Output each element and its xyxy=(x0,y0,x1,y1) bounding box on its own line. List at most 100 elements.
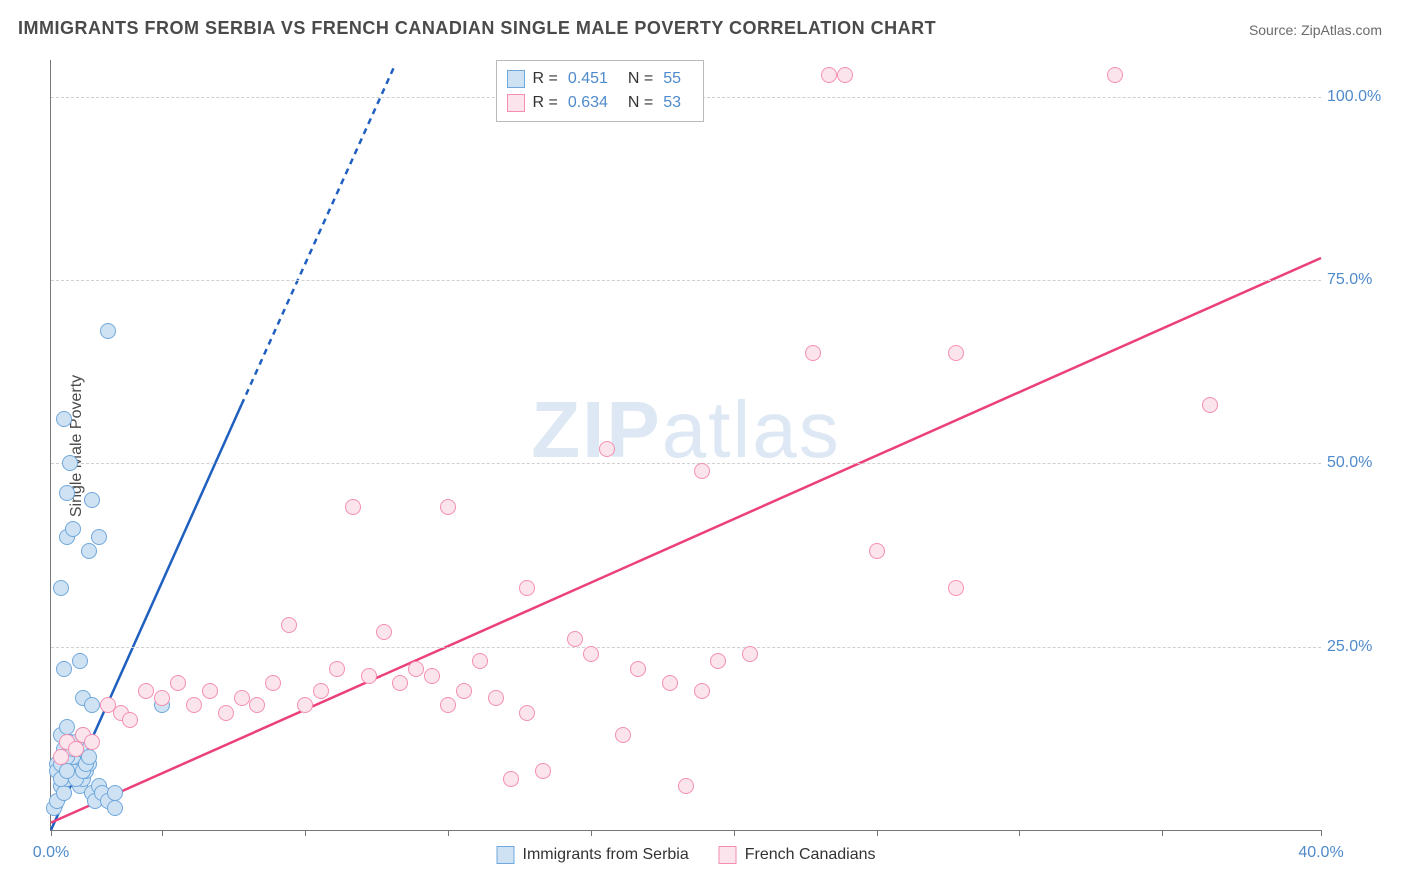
legend-swatch xyxy=(507,94,525,112)
data-point xyxy=(805,345,821,361)
data-point xyxy=(583,646,599,662)
data-point xyxy=(472,653,488,669)
gridline-h xyxy=(51,647,1321,648)
data-point xyxy=(53,749,69,765)
data-point xyxy=(519,705,535,721)
legend-swatch xyxy=(719,846,737,864)
data-point xyxy=(1107,67,1123,83)
data-point xyxy=(138,683,154,699)
data-point xyxy=(662,675,678,691)
data-point xyxy=(345,499,361,515)
data-point xyxy=(122,712,138,728)
data-point xyxy=(249,697,265,713)
data-point xyxy=(84,697,100,713)
data-point xyxy=(281,617,297,633)
x-tick xyxy=(305,830,306,836)
legend-r-label: R = xyxy=(533,94,558,112)
data-point xyxy=(186,697,202,713)
y-tick-label: 50.0% xyxy=(1327,454,1399,472)
data-point xyxy=(65,521,81,537)
data-point xyxy=(456,683,472,699)
y-tick-label: 75.0% xyxy=(1327,271,1399,289)
data-point xyxy=(59,485,75,501)
data-point xyxy=(408,661,424,677)
data-point xyxy=(218,705,234,721)
scatter-plot: ZIPatlas 25.0%50.0%75.0%100.0%0.0%40.0%R… xyxy=(50,60,1321,831)
data-point xyxy=(440,499,456,515)
data-point xyxy=(440,697,456,713)
legend-stats: R =0.451N =55R =0.634N =53 xyxy=(496,60,705,122)
data-point xyxy=(100,323,116,339)
legend-n-label: N = xyxy=(628,94,653,112)
x-tick xyxy=(877,830,878,836)
data-point xyxy=(234,690,250,706)
data-point xyxy=(615,727,631,743)
legend-r-label: R = xyxy=(533,70,558,88)
data-point xyxy=(107,785,123,801)
data-point xyxy=(265,675,281,691)
data-point xyxy=(313,683,329,699)
y-tick-label: 100.0% xyxy=(1327,88,1399,106)
legend-r-value: 0.634 xyxy=(568,94,608,112)
data-point xyxy=(392,675,408,691)
x-tick xyxy=(1321,830,1322,836)
chart-title: IMMIGRANTS FROM SERBIA VS FRENCH CANADIA… xyxy=(18,18,936,39)
data-point xyxy=(361,668,377,684)
data-point xyxy=(202,683,218,699)
data-point xyxy=(869,543,885,559)
data-point xyxy=(72,653,88,669)
data-point xyxy=(694,463,710,479)
data-point xyxy=(488,690,504,706)
data-point xyxy=(170,675,186,691)
x-tick xyxy=(1162,830,1163,836)
data-point xyxy=(84,492,100,508)
data-point xyxy=(154,690,170,706)
data-point xyxy=(297,697,313,713)
data-point xyxy=(329,661,345,677)
x-tick xyxy=(162,830,163,836)
data-point xyxy=(59,719,75,735)
data-point xyxy=(821,67,837,83)
legend-series-item: French Canadians xyxy=(719,846,876,864)
data-point xyxy=(56,411,72,427)
x-tick-label: 40.0% xyxy=(1298,844,1343,862)
x-tick xyxy=(591,830,592,836)
data-point xyxy=(599,441,615,457)
legend-series-label: French Canadians xyxy=(745,846,876,864)
x-tick xyxy=(1019,830,1020,836)
data-point xyxy=(91,529,107,545)
data-point xyxy=(56,785,72,801)
data-point xyxy=(53,580,69,596)
data-point xyxy=(742,646,758,662)
x-tick-label: 0.0% xyxy=(33,844,69,862)
data-point xyxy=(694,683,710,699)
data-point xyxy=(107,800,123,816)
data-point xyxy=(837,67,853,83)
x-tick xyxy=(448,830,449,836)
legend-n-value: 55 xyxy=(663,70,681,88)
data-point xyxy=(59,763,75,779)
legend-r-value: 0.451 xyxy=(568,70,608,88)
y-tick-label: 25.0% xyxy=(1327,638,1399,656)
data-point xyxy=(948,580,964,596)
data-point xyxy=(678,778,694,794)
data-point xyxy=(948,345,964,361)
data-point xyxy=(503,771,519,787)
data-point xyxy=(376,624,392,640)
legend-stat-row: R = 0.451 N = 55 xyxy=(507,67,694,91)
data-point xyxy=(630,661,646,677)
x-tick xyxy=(51,830,52,836)
legend-n-label: N = xyxy=(628,70,653,88)
data-point xyxy=(62,455,78,471)
gridline-h xyxy=(51,463,1321,464)
data-point xyxy=(710,653,726,669)
legend-series-label: Immigrants from Serbia xyxy=(522,846,688,864)
data-point xyxy=(535,763,551,779)
data-point xyxy=(68,741,84,757)
data-point xyxy=(84,734,100,750)
data-point xyxy=(1202,397,1218,413)
data-point xyxy=(56,661,72,677)
data-point xyxy=(81,543,97,559)
legend-swatch xyxy=(507,70,525,88)
gridline-h xyxy=(51,280,1321,281)
